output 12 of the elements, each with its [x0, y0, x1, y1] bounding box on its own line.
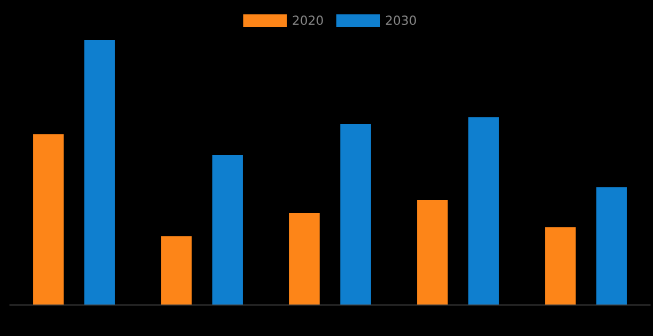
bar — [545, 227, 576, 305]
bar — [596, 187, 627, 305]
bar — [212, 155, 243, 305]
bar — [161, 236, 192, 305]
bar — [33, 134, 64, 305]
bar — [417, 200, 448, 305]
legend-label: 2020 — [292, 16, 323, 26]
bar — [84, 40, 115, 305]
legend-label: 2030 — [386, 16, 416, 26]
bar — [468, 117, 499, 305]
bar — [340, 124, 371, 305]
bar — [289, 213, 320, 305]
